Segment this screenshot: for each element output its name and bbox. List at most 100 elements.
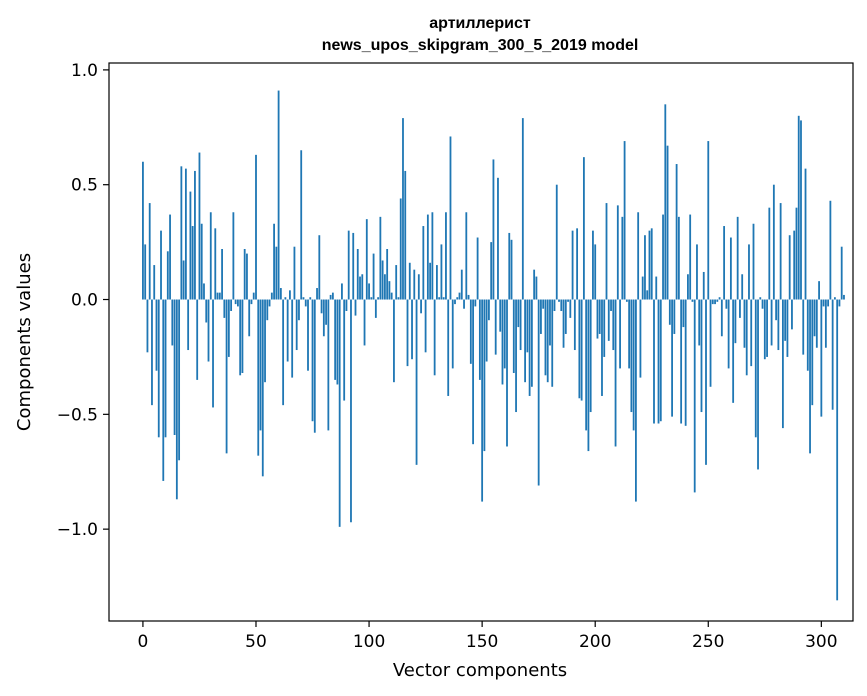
bar	[257, 299, 260, 456]
bar	[488, 299, 490, 321]
bar	[553, 299, 556, 311]
bar	[354, 299, 357, 316]
bar	[526, 299, 529, 353]
bar	[838, 299, 841, 307]
bar	[388, 281, 391, 300]
bar	[295, 299, 298, 351]
bar	[198, 152, 201, 300]
bar	[641, 276, 644, 300]
y-axis: −1.0 −0.5 0.0 0.5 1.0	[57, 61, 109, 540]
bar	[644, 235, 646, 300]
bar	[463, 299, 465, 309]
bar	[657, 299, 660, 424]
bar	[286, 299, 289, 362]
y-tick-label: −1.0	[57, 520, 98, 540]
bar	[535, 276, 538, 300]
bar	[820, 299, 823, 417]
bar	[519, 299, 522, 351]
bar	[582, 157, 585, 300]
bar	[277, 90, 280, 300]
bar	[625, 299, 628, 302]
bar	[576, 228, 579, 300]
bar	[440, 244, 443, 300]
bar	[804, 168, 807, 300]
bar	[818, 281, 820, 300]
bar	[336, 299, 339, 385]
bar	[506, 299, 508, 447]
bar	[282, 299, 285, 406]
bar	[732, 299, 735, 403]
bar	[338, 299, 341, 527]
bar	[707, 141, 710, 300]
bar	[621, 216, 624, 300]
bar	[594, 244, 597, 300]
bar	[300, 150, 303, 300]
bar	[533, 269, 536, 300]
bar	[264, 299, 266, 383]
bar	[800, 120, 802, 300]
bar	[273, 223, 275, 300]
bar	[408, 262, 411, 300]
bar	[327, 299, 330, 431]
bar	[775, 299, 778, 321]
bar	[745, 299, 748, 376]
bar	[218, 292, 221, 300]
bar	[834, 297, 836, 300]
bar	[341, 283, 343, 300]
bar	[259, 299, 262, 431]
y-axis-label: Components values	[14, 253, 35, 431]
bar	[628, 299, 631, 369]
bar	[564, 299, 567, 334]
bar	[478, 299, 481, 380]
bar	[458, 292, 461, 300]
bar	[374, 299, 377, 318]
bar	[426, 214, 429, 300]
bar	[659, 299, 662, 422]
bar	[485, 299, 488, 362]
bar	[255, 154, 257, 300]
bar	[766, 299, 768, 357]
bar	[754, 299, 757, 438]
bar	[592, 230, 594, 300]
bar	[558, 299, 560, 302]
bar	[449, 136, 452, 300]
bar	[544, 299, 547, 376]
x-tick-label: 200	[579, 632, 611, 652]
bar	[252, 292, 255, 300]
bar	[248, 299, 251, 337]
bar	[546, 299, 549, 383]
bar	[492, 159, 495, 300]
bar	[298, 299, 300, 321]
bar	[616, 205, 619, 300]
bar	[705, 299, 707, 465]
bar	[824, 299, 827, 348]
bar	[788, 235, 791, 300]
bar	[673, 299, 676, 334]
bar	[693, 299, 696, 493]
bar	[279, 288, 282, 300]
bar	[562, 299, 565, 348]
bar	[815, 299, 818, 348]
bar	[662, 214, 664, 300]
bar	[607, 299, 610, 341]
bar	[680, 299, 683, 424]
bar	[431, 212, 434, 300]
bar	[517, 299, 520, 328]
bar	[399, 198, 402, 300]
bar	[698, 299, 701, 346]
bar	[406, 299, 409, 367]
plot-frame	[108, 62, 854, 622]
bar	[481, 299, 484, 502]
bar	[289, 290, 291, 300]
bar	[836, 299, 839, 601]
bar	[160, 230, 162, 300]
bar	[447, 299, 450, 396]
bar	[573, 299, 576, 351]
bar	[806, 299, 809, 371]
bar	[223, 299, 226, 318]
bar	[648, 230, 651, 300]
bar	[207, 299, 210, 362]
bar	[230, 299, 233, 311]
bar	[610, 299, 612, 311]
bar	[169, 214, 171, 300]
